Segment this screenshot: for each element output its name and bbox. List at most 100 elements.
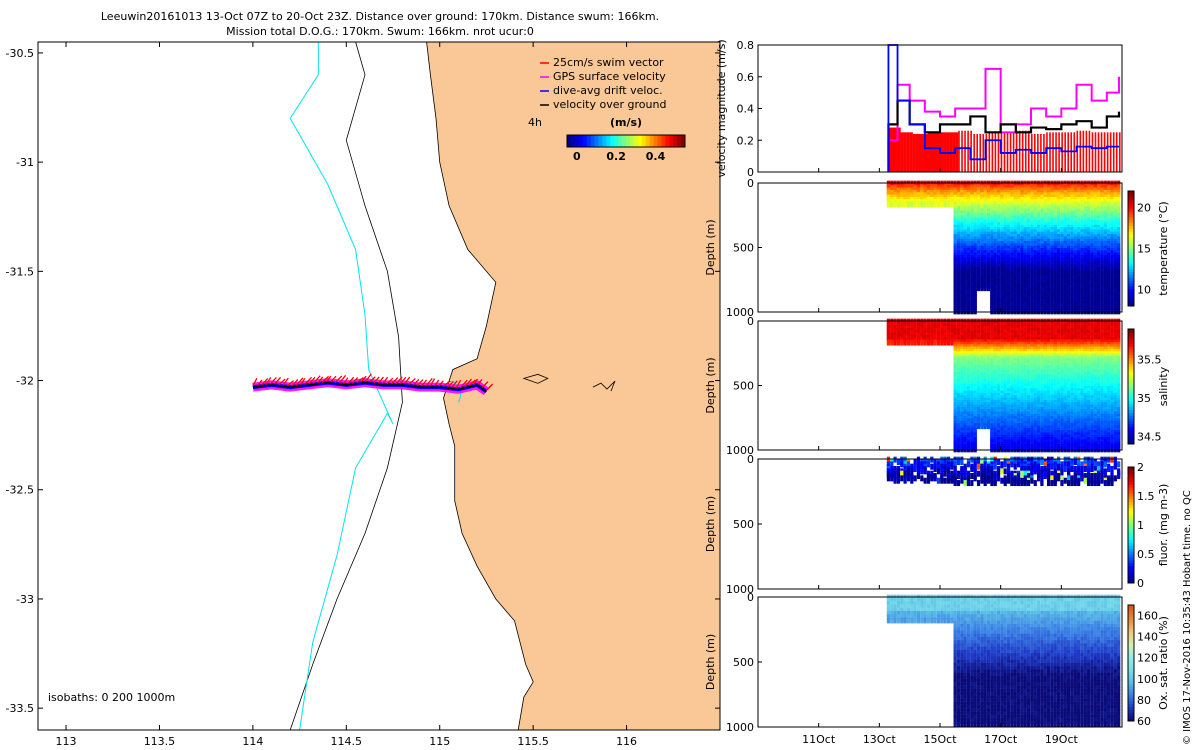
swim-bar [1027,130,1030,172]
section-cell [1083,308,1087,315]
section-cell [1040,446,1044,453]
swim-bar [1085,130,1088,172]
chart-title-line2: Mission total D.O.G.: 170km. Swum: 166km… [226,25,534,38]
section-cell [1073,308,1077,315]
section-cell [1043,446,1047,453]
map-ytick-label: -33 [16,593,34,606]
swim-bar [967,130,969,172]
section-cell [956,308,961,315]
map-xtick-label: 114.5 [331,735,363,748]
section-cell [996,308,1001,315]
section-cell [1010,308,1014,315]
swim-vector [338,375,347,384]
section-cell [920,339,924,346]
map-ytick-label: -31.5 [6,265,34,278]
map-colorbar-tick: 0 [573,150,581,163]
swim-vector [464,378,472,388]
section-cell [1100,308,1104,315]
interval-label: 4h [528,116,542,129]
section-colorbar-label: temperature (°C) [1157,201,1170,295]
swim-vector [351,377,359,384]
legend-entry: 25cm/s swim vector [553,56,664,69]
swim-vector [252,378,258,387]
section-colorbar-cell [1128,254,1134,258]
section-cell [1070,308,1074,315]
swim-vector [291,379,299,387]
map-colorbar-cell [618,135,623,147]
section-cell [1026,446,1031,453]
section-cell [1093,308,1097,315]
swim-vector [382,376,389,385]
swim-vector [317,376,324,384]
section-colorbar-cell [1128,280,1134,284]
swim-vector [364,373,372,383]
swim-vector [442,380,451,388]
swim-vector [447,381,454,388]
velocity-ytick-label: 0 [747,166,754,179]
section-colorbar-cell [1128,297,1134,301]
section-cell [1053,308,1057,315]
section-cell [963,308,967,315]
section-colorbar-cell [1128,283,1134,287]
isobath-note: isobaths: 0 200 1000m [48,691,175,704]
swim-vector [325,375,332,383]
section-cell [886,201,891,208]
section-cell [953,308,957,315]
swim-bar [906,132,910,172]
section-colorbar-cell [1128,231,1134,235]
swim-vector [312,375,321,384]
map-colorbar-cell [567,135,572,147]
map-ytick-label: -32 [16,375,34,388]
velocity-ytick-label: 0.6 [737,71,755,84]
swim-bar [991,132,994,172]
swim-bar [912,133,916,172]
section-colorbar-cell [1128,193,1134,198]
map-ytick-label: -30.5 [6,47,34,60]
swim-vector [481,381,489,388]
section-cell [893,339,897,346]
velocity-ytick-label: 0.2 [737,134,755,147]
swim-vector [282,377,289,386]
section-colorbar-tick: 20 [1137,201,1151,214]
map-colorbar-cell [665,135,670,147]
section-colorbar-cell [1128,303,1134,307]
swim-vector [347,376,355,385]
map-colorbar-cell [610,135,615,147]
swim-vector [425,378,433,387]
section-cell [1030,308,1034,315]
map-colorbar-cell [633,135,639,147]
section-ytick-label: 1000 [726,306,754,319]
swim-bar [958,130,960,172]
section-cell [1063,308,1067,315]
swim-bar [1024,130,1027,172]
map-xtick-label: 115 [429,735,450,748]
section-cell [903,339,907,346]
map-colorbar-cell [681,135,686,147]
section-cell [906,201,911,208]
swim-bar [933,132,938,172]
swim-vector [360,375,367,383]
section-cell [903,201,907,208]
map-colorbar-cell [669,135,674,147]
swim-vector [299,377,306,386]
section-colorbar-tick: 15 [1137,243,1151,256]
section-cell [923,339,927,346]
map-panel: 113 113.5 114 114.5 115 115.5 116-30.5-31-31.5… [6,41,721,748]
section-cell [940,201,944,208]
map-colorbar-cell [594,135,599,147]
map-xtick-label: 114 [242,735,263,748]
map-colorbar-cell [645,135,651,147]
swim-bar [964,130,966,172]
section-colorbar-cell [1128,237,1134,241]
swim-vector [412,378,420,386]
land-area [426,41,721,731]
map-ytick-label: -32.5 [6,484,34,497]
section-cell [890,339,894,346]
swim-bar [1094,132,1097,172]
section-colorbar-cell [1128,214,1134,218]
section-colorbar-cell [1128,234,1134,238]
swim-vector [321,375,330,383]
section-colorbar-cell [1128,294,1134,298]
section-cell [896,339,901,346]
map-colorbar-cell [641,135,647,147]
